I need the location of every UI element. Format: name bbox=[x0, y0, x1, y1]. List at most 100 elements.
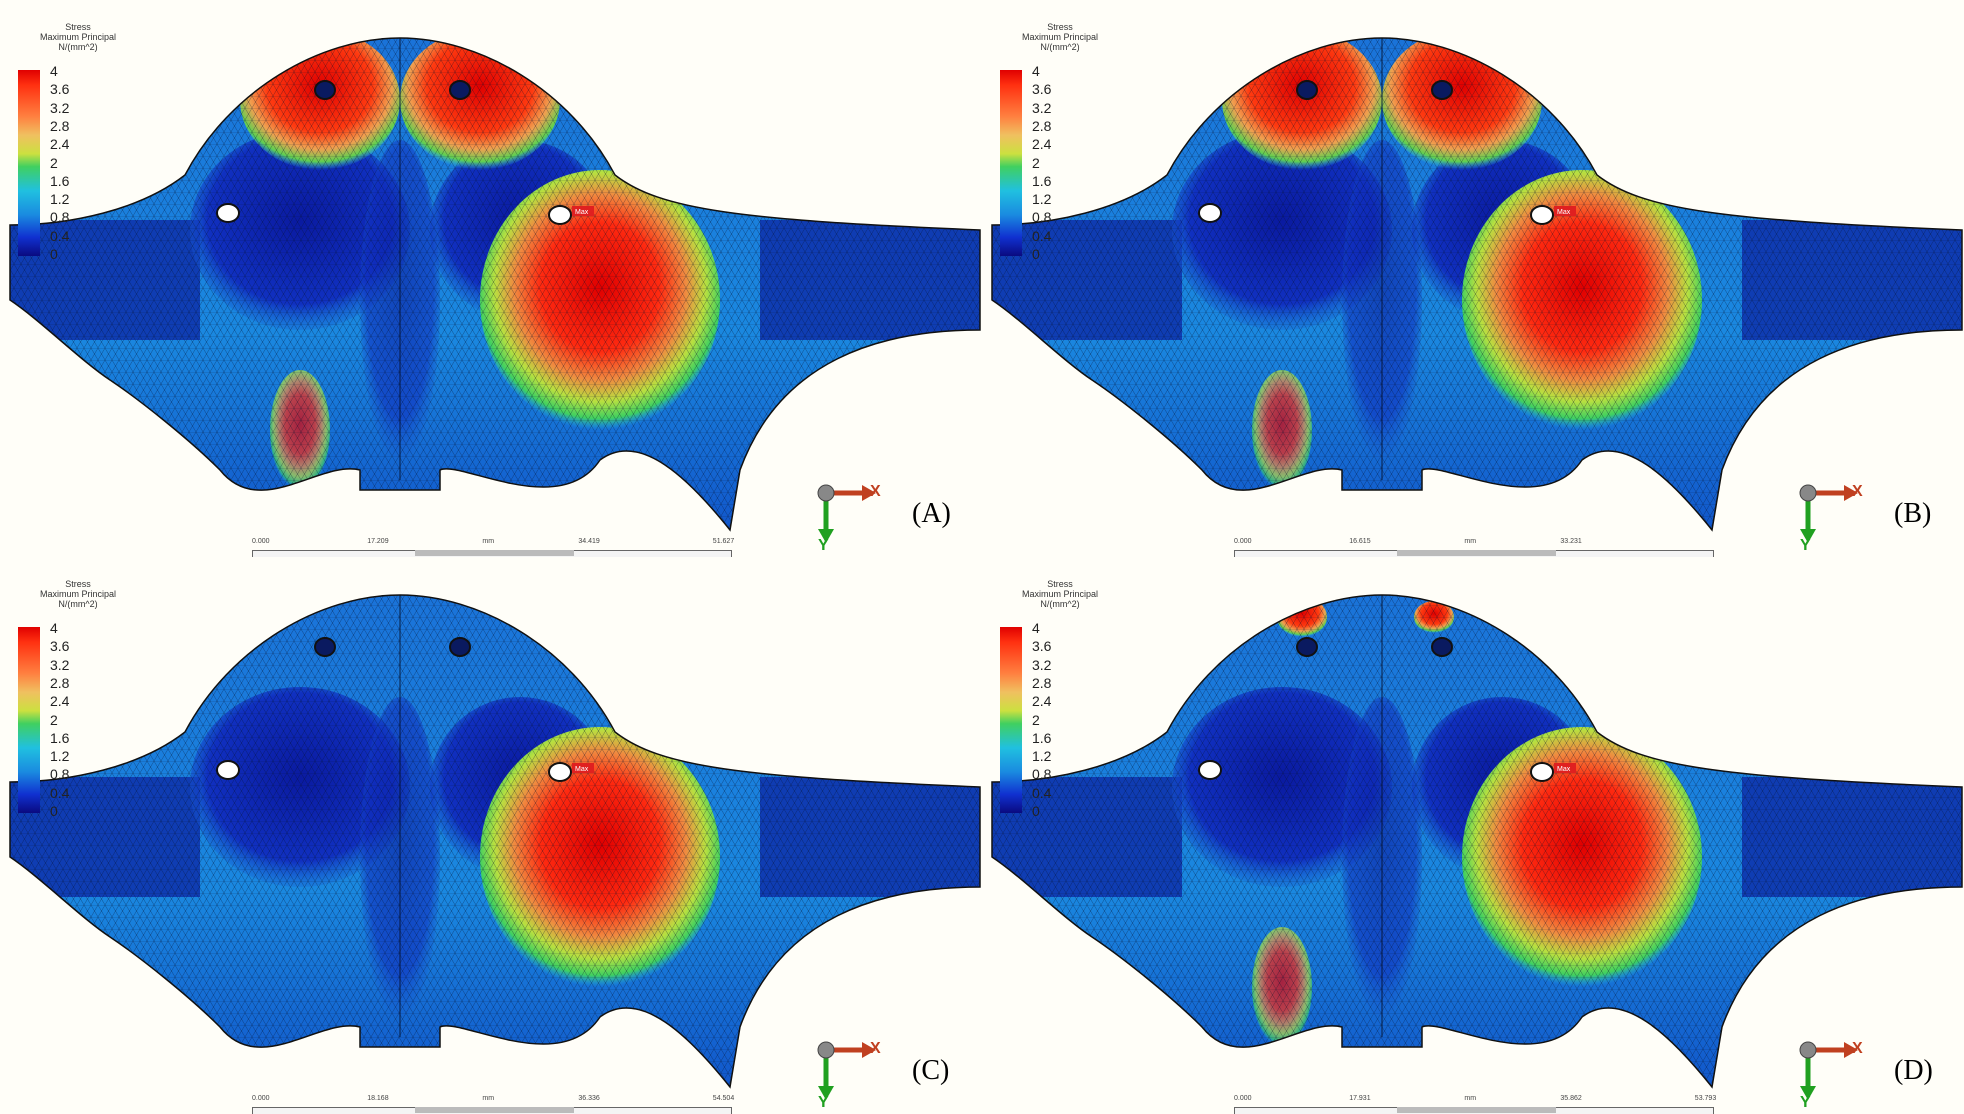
legend-title-line: Stress bbox=[65, 579, 91, 589]
legend-tick: 0.8 bbox=[50, 209, 70, 226]
legend-tick: 2 bbox=[1032, 711, 1040, 728]
screw-hole bbox=[1296, 637, 1318, 657]
legend-tick: 4 bbox=[50, 620, 58, 636]
legend-tick: 1.2 bbox=[50, 748, 70, 765]
legend-tick: 0 bbox=[1032, 246, 1040, 262]
fea-panel-c: Max Stress Maximum Principal N/(mm^2) 4 3.6 3.… bbox=[0, 557, 982, 1114]
scale-label: 17.209 bbox=[367, 538, 389, 545]
scale-label: 18.168 bbox=[367, 1095, 389, 1102]
screw-hole bbox=[1431, 80, 1453, 100]
scale-label: 34.419 bbox=[578, 538, 600, 545]
scale-label: mm bbox=[482, 1095, 495, 1102]
stress-legend: Stress Maximum Principal N/(mm^2) 4 3.6 3.2 2.… bbox=[1000, 22, 1110, 272]
legend-title-line: Maximum Principal bbox=[39, 589, 117, 599]
legend-tick: 0.8 bbox=[1032, 766, 1052, 783]
axis-x-label: X bbox=[870, 1040, 881, 1057]
panel-label: (C) bbox=[912, 1055, 950, 1086]
legend-tick: 4 bbox=[1032, 63, 1040, 79]
legend-title-line: N/(mm^2) bbox=[1040, 599, 1080, 609]
scale-label: 54.504 bbox=[712, 1095, 735, 1102]
scale-label: 53.793 bbox=[1694, 1095, 1717, 1102]
legend-tick: 2.8 bbox=[1032, 674, 1052, 691]
legend-tick: 2 bbox=[1032, 154, 1040, 171]
fea-panel-b: Max Stress Maximum Principal N/(mm^2) 4 3.6 3.… bbox=[982, 0, 1964, 557]
screw-hole bbox=[1198, 203, 1222, 223]
length-scale-bar: 0.000 17.209 mm 34.419 51.627 bbox=[252, 538, 735, 557]
legend-title: Stress Maximum Principal N/(mm^2) bbox=[1010, 22, 1110, 52]
screw-hole bbox=[1431, 637, 1453, 657]
scale-label: 0.000 bbox=[252, 538, 270, 545]
color-scale-bar bbox=[18, 70, 40, 256]
scale-label: 51.627 bbox=[712, 538, 735, 545]
legend-tick: 3.2 bbox=[1032, 99, 1052, 116]
length-scale-bar: 0.000 18.168 mm 36.336 54.504 bbox=[252, 1095, 735, 1114]
scale-label: 36.336 bbox=[578, 1095, 600, 1102]
legend-tick: 3.6 bbox=[1032, 81, 1052, 98]
legend-tick: 0.4 bbox=[50, 784, 70, 801]
stress-contour-plot: Max bbox=[991, 37, 1963, 531]
legend-tick: 1.2 bbox=[50, 191, 70, 208]
axis-x-label: X bbox=[1852, 1040, 1863, 1057]
screw-hole bbox=[314, 637, 336, 657]
legend-title: Stress Maximum Principal N/(mm^2) bbox=[28, 579, 128, 609]
max-marker: Max bbox=[1554, 206, 1576, 216]
color-scale-bar bbox=[1000, 70, 1022, 256]
legend-tick: 2.8 bbox=[1032, 117, 1052, 134]
max-tag-text: Max bbox=[575, 766, 589, 773]
legend-tick: 3.6 bbox=[1032, 638, 1052, 655]
scale-segment bbox=[1397, 550, 1556, 556]
legend-title-line: Maximum Principal bbox=[1021, 32, 1099, 42]
axis-x-label: X bbox=[1852, 483, 1863, 500]
legend-tick: 1.6 bbox=[50, 172, 70, 189]
scale-label: 33.231 bbox=[1560, 538, 1582, 545]
stress-contour-plot: Max bbox=[991, 594, 1963, 1088]
legend-tick: 2.4 bbox=[1032, 136, 1052, 153]
scale-label: 35.862 bbox=[1560, 1095, 1582, 1102]
legend-title: Stress Maximum Principal N/(mm^2) bbox=[28, 22, 128, 52]
screw-hole bbox=[1530, 762, 1554, 782]
legend-tick: 1.6 bbox=[1032, 172, 1052, 189]
length-scale-bar: 0.000 16.615 mm 33.231 bbox=[1234, 538, 1714, 557]
legend-tick: 1.6 bbox=[1032, 729, 1052, 746]
scale-label: 0.000 bbox=[252, 1095, 270, 1102]
legend-title: Stress Maximum Principal N/(mm^2) bbox=[1010, 579, 1110, 609]
legend-tick: 3.6 bbox=[50, 638, 70, 655]
legend-tick: 0.4 bbox=[1032, 227, 1052, 244]
screw-hole bbox=[548, 762, 572, 782]
screw-hole bbox=[449, 80, 471, 100]
legend-tick: 0 bbox=[50, 803, 58, 819]
panel-label: (B) bbox=[1894, 498, 1932, 529]
screw-hole bbox=[314, 80, 336, 100]
scale-label: 17.931 bbox=[1349, 1095, 1371, 1102]
axis-x-label: X bbox=[870, 483, 881, 500]
legend-title-line: Stress bbox=[1047, 22, 1073, 32]
scale-label: 0.000 bbox=[1234, 1095, 1252, 1102]
legend-title-line: Maximum Principal bbox=[1021, 589, 1099, 599]
legend-tick: 2 bbox=[50, 711, 58, 728]
legend-tick: 2.8 bbox=[50, 117, 70, 134]
legend-tick: 1.2 bbox=[1032, 191, 1052, 208]
legend-tick: 2.4 bbox=[50, 693, 70, 710]
screw-hole bbox=[548, 205, 572, 225]
max-tag-text: Max bbox=[1557, 766, 1571, 773]
fea-panel-a: Max Stress Maximum Principal N/(mm^2) 4 3.6 3.… bbox=[0, 0, 982, 557]
legend-tick: 1.2 bbox=[1032, 748, 1052, 765]
axis-y-label: Y bbox=[1800, 1094, 1811, 1111]
axis-y-label: Y bbox=[818, 537, 829, 554]
screw-hole bbox=[449, 637, 471, 657]
panel-label: (A) bbox=[912, 498, 951, 529]
color-scale-bar bbox=[18, 627, 40, 813]
length-scale-bar: 0.000 17.931 mm 35.862 53.793 bbox=[1234, 1095, 1717, 1114]
scale-segment bbox=[1397, 1107, 1556, 1113]
max-marker: Max bbox=[1554, 763, 1576, 773]
legend-title-line: N/(mm^2) bbox=[58, 599, 98, 609]
max-marker: Max bbox=[572, 763, 594, 773]
screw-hole bbox=[216, 760, 240, 780]
legend-tick: 0.4 bbox=[50, 227, 70, 244]
legend-title-line: Maximum Principal bbox=[39, 32, 117, 42]
screw-hole bbox=[1198, 760, 1222, 780]
legend-tick: 1.6 bbox=[50, 729, 70, 746]
stress-legend: Stress Maximum Principal N/(mm^2) 4 3.6 3.2 2.… bbox=[18, 22, 128, 272]
